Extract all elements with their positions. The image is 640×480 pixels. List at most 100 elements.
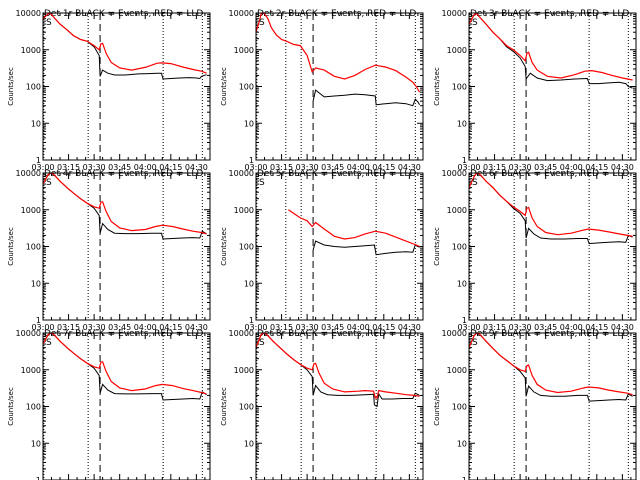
panel-title: Det 9r BLACK = Events, RED = LLD [470,329,629,339]
y-tick-label: 10000 [229,329,254,338]
x-tick-label: 03:15 [483,163,506,172]
y-tick-label: 10 [244,279,254,288]
y-tick-label: 100 [26,83,41,92]
x-tick-label: 03:00 [457,163,480,172]
x-tick-label: 04:00 [134,163,157,172]
y-tick-label: 1000 [21,206,41,215]
x-tick-label: 03:45 [534,163,557,172]
x-tick-label: 03:45 [534,323,557,332]
marker-glyph-left: S [472,178,478,188]
plot-frame [42,12,211,161]
y-tick-label: 1 [36,476,41,480]
x-tick-label: 03:15 [270,163,293,172]
x-tick-label: 04:30 [611,163,634,172]
y-tick-label: 1000 [234,46,254,55]
events-series-line [312,89,421,107]
y-tick-label: 10000 [16,329,41,338]
x-tick-label: 03:00 [457,323,480,332]
y-tick-label: 1000 [21,46,41,55]
x-tick-label: 04:00 [347,163,370,172]
plot-frame [255,332,424,480]
x-tick-label: 04:30 [611,323,634,332]
y-tick-label: 10 [244,439,254,448]
y-axis-label: Counts/sec [220,387,228,426]
x-tick-label: 03:30 [296,323,319,332]
plot-frame [42,332,211,480]
plot-frame [468,12,637,161]
marker-glyph-left: S [46,18,52,28]
y-tick-label: 10000 [442,169,467,178]
y-axis-label: Counts/sec [433,387,441,426]
x-tick-label: 04:15 [585,163,608,172]
x-tick-label: 03:30 [296,163,319,172]
x-tick-label: 03:30 [509,163,532,172]
y-tick-label: 10 [457,279,467,288]
x-tick-label: 04:00 [134,323,157,332]
x-tick-label: 04:15 [585,323,608,332]
x-tick-label: 04:15 [372,323,395,332]
y-tick-label: 100 [26,403,41,412]
panel-title: Det 2r BLACK = Events, RED = LLD [257,9,416,19]
y-axis-label: Counts/sec [220,227,228,266]
y-tick-label: 100 [26,243,41,252]
y-tick-label: 10 [457,439,467,448]
plot-frame [255,12,424,161]
detector-panel: Det 7r BLACK = Events, RED = LLD Counts/s… [7,329,211,480]
y-tick-label: 10 [244,119,254,128]
x-tick-label: 04:15 [159,323,182,332]
panel-title: Det 3r BLACK = Events, RED = LLD [470,9,629,19]
y-tick-label: 1000 [447,366,467,375]
lld-series-line [43,173,207,235]
plot-area [469,13,633,160]
y-tick-label: 100 [239,403,254,412]
lld-series-line [256,333,420,399]
lld-series-line [469,13,633,81]
x-tick-label: 03:15 [57,163,80,172]
detector-panel: Det 3r BLACK = Events, RED = LLD Counts/s… [433,9,637,172]
y-axis-label: Counts/sec [7,387,15,426]
y-axis-label: Counts/sec [433,67,441,106]
x-tick-label: 03:00 [31,323,54,332]
lld-series-line [256,13,421,93]
plot-area [469,173,633,320]
y-tick-label: 10000 [16,169,41,178]
y-axis-label: Counts/sec [220,67,228,106]
panel-title: Det 1r BLACK = Events, RED = LLD [44,9,203,19]
x-tick-label: 03:15 [57,323,80,332]
plot-frame [255,172,424,321]
detector-panel: Det 4r BLACK = Events, RED = LLD Counts/s… [7,169,211,332]
x-tick-label: 04:30 [185,163,208,172]
y-tick-label: 10000 [16,9,41,18]
y-tick-label: 1 [249,156,254,165]
y-tick-label: 10 [31,439,41,448]
y-tick-label: 10000 [442,329,467,338]
y-tick-label: 1000 [447,46,467,55]
lld-series-line [288,209,420,248]
x-tick-label: 04:00 [560,163,583,172]
lld-series-line [43,13,207,74]
x-tick-label: 03:30 [83,323,106,332]
x-tick-label: 04:30 [185,323,208,332]
x-tick-label: 03:30 [509,323,532,332]
x-tick-label: 03:15 [270,323,293,332]
y-tick-label: 100 [239,243,254,252]
y-tick-label: 10 [457,119,467,128]
panel-title: Det 4r BLACK = Events, RED = LLD [44,169,203,179]
lld-series-line [469,173,633,237]
y-axis-label: Counts/sec [433,227,441,266]
y-tick-label: 10000 [229,169,254,178]
plot-area [256,13,421,160]
panel-title: Det 6r BLACK = Events, RED = LLD [470,169,629,179]
detector-panel: Det 8r BLACK = Events, RED = LLD Counts/s… [220,329,424,480]
detector-panel: Det 1r BLACK = Events, RED = LLD Counts/s… [7,9,211,172]
y-tick-label: 1 [36,316,41,325]
plot-area [256,173,420,320]
events-series-line [312,240,420,256]
y-tick-label: 1000 [447,206,467,215]
marker-glyph-left: S [472,338,478,348]
lld-series-line [43,333,207,395]
events-series-line [256,333,420,408]
marker-glyph-left: S [259,18,265,28]
y-tick-label: 1 [462,316,467,325]
x-tick-label: 04:30 [398,323,421,332]
